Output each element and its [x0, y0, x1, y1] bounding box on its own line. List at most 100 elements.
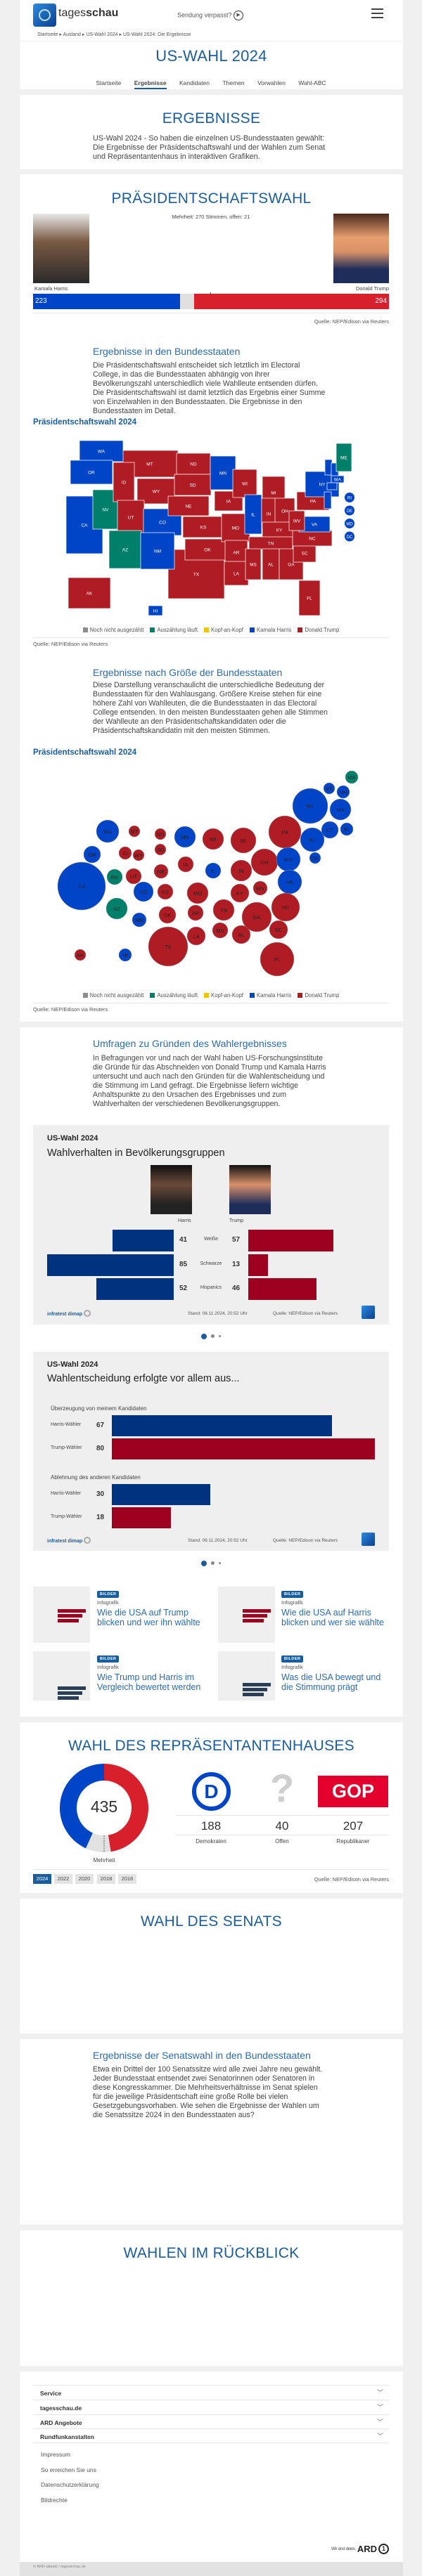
- tab-kandidaten[interactable]: Kandidaten: [179, 79, 210, 86]
- state-ms[interactable]: [245, 548, 262, 580]
- bubble-fl[interactable]: [260, 942, 295, 977]
- footer-section-ard-angebote[interactable]: ARD Angebote ﹀: [33, 2414, 389, 2429]
- state-ok[interactable]: [184, 538, 231, 561]
- tile-headline[interactable]: Wie die USA auf Harris blicken und wer s…: [281, 1608, 384, 1627]
- state-ks[interactable]: [182, 516, 224, 538]
- state-fl[interactable]: [298, 580, 321, 616]
- state-ct[interactable]: [326, 482, 338, 490]
- bubble-ar[interactable]: [187, 904, 204, 921]
- bubble-wv[interactable]: [252, 880, 268, 896]
- bubble-ak[interactable]: [74, 949, 87, 961]
- breadcrumb-item[interactable]: US-Wahl 2024: [86, 32, 118, 37]
- state-mn[interactable]: [210, 455, 236, 490]
- state-or[interactable]: [70, 460, 113, 485]
- carousel-dot[interactable]: [211, 1334, 215, 1339]
- donut-open[interactable]: [85, 1833, 111, 1852]
- bubble-ct[interactable]: [321, 821, 339, 839]
- footer-section-rundfunkanstalten[interactable]: Rundfunkanstalten ﹀: [33, 2428, 389, 2443]
- footer-link-privacy[interactable]: Datenschutzerklärung: [41, 2481, 99, 2488]
- missed-show-link[interactable]: Sendung verpasst? ▶: [177, 11, 244, 20]
- state-de[interactable]: [345, 505, 354, 516]
- bubble-de[interactable]: [309, 852, 321, 864]
- bubble-ri[interactable]: [340, 822, 354, 836]
- carousel-dot[interactable]: [211, 1561, 215, 1566]
- state-ut[interactable]: [117, 500, 145, 535]
- tagesschau-logo-icon[interactable]: [33, 4, 56, 27]
- state-wv[interactable]: [288, 510, 305, 531]
- bubble-az[interactable]: [106, 897, 128, 920]
- breadcrumb-item[interactable]: Ausland: [63, 32, 81, 37]
- carousel-dot[interactable]: [219, 1335, 221, 1338]
- year-button-2016[interactable]: 2016: [118, 1874, 136, 1884]
- bubble-ok[interactable]: [158, 906, 177, 924]
- year-button-2020[interactable]: 2020: [75, 1874, 94, 1884]
- state-dc[interactable]: [345, 531, 354, 542]
- tab-startseite[interactable]: Startseite: [96, 79, 122, 86]
- tile-headline[interactable]: Wie Trump und Harris im Vergleich bewert…: [97, 1672, 201, 1692]
- state-ma[interactable]: [331, 475, 345, 483]
- bubble-mn[interactable]: [174, 826, 196, 848]
- year-button-2024[interactable]: 2024: [33, 1874, 51, 1884]
- bubble-co[interactable]: [133, 881, 154, 902]
- bubble-vt[interactable]: [323, 782, 335, 795]
- bubble-mi[interactable]: [230, 827, 257, 854]
- state-ri[interactable]: [345, 493, 354, 502]
- donut-democrats[interactable]: [59, 1764, 104, 1849]
- state-il[interactable]: [244, 494, 262, 535]
- bubble-in[interactable]: [230, 859, 252, 882]
- state-ne[interactable]: [167, 495, 210, 516]
- bubble-sd[interactable]: [154, 843, 167, 856]
- year-button-2018[interactable]: 2018: [97, 1874, 115, 1884]
- state-me[interactable]: [335, 443, 352, 472]
- bubble-nd[interactable]: [154, 828, 167, 840]
- bubble-or[interactable]: [83, 845, 101, 864]
- state-ar[interactable]: [224, 540, 248, 565]
- bubble-wy[interactable]: [132, 849, 145, 861]
- bubble-nv[interactable]: [106, 869, 123, 885]
- state-nm[interactable]: [140, 532, 175, 570]
- donut-republicans[interactable]: [104, 1764, 149, 1852]
- bubble-ms[interactable]: [212, 922, 229, 939]
- carousel-dot-active[interactable]: [201, 1560, 207, 1566]
- bubble-map[interactable]: ME VT NH NY MA PA CT RI NJ WA MT ND MN WI MI DE OR ID WY SD…: [0, 766, 422, 984]
- state-wa[interactable]: [79, 440, 124, 462]
- bubble-ky[interactable]: [230, 883, 250, 903]
- menu-icon[interactable]: [371, 8, 383, 18]
- year-button-2022[interactable]: 2022: [54, 1874, 72, 1884]
- us-map[interactable]: CA TX MT WA OR NV ID WY UT AZ CO NM ND SD NE KS OK MN IA MO…: [0, 422, 422, 625]
- bubble-nc[interactable]: [271, 892, 300, 922]
- bubble-ma[interactable]: [329, 798, 352, 821]
- bubble-ny[interactable]: [292, 788, 328, 824]
- bubble-wa[interactable]: [96, 819, 120, 843]
- tab-themen[interactable]: Themen: [222, 79, 245, 86]
- bubble-al[interactable]: [231, 925, 251, 944]
- breadcrumb-item[interactable]: Startseite: [37, 32, 58, 37]
- footer-link-impressum[interactable]: Impressum: [41, 2451, 71, 2458]
- carousel-dot-active[interactable]: [201, 1333, 207, 1339]
- bubble-hi[interactable]: [118, 948, 132, 962]
- footer-section-service[interactable]: Service ﹀: [33, 2385, 389, 2400]
- tab-vorwahlen[interactable]: Vorwahlen: [257, 79, 286, 86]
- bubble-il[interactable]: [205, 862, 222, 879]
- bubble-wi[interactable]: [202, 828, 224, 850]
- bubble-mt[interactable]: [128, 825, 141, 838]
- bubble-nh[interactable]: [336, 785, 350, 799]
- bubble-ks[interactable]: [157, 883, 174, 900]
- bubble-ut[interactable]: [125, 868, 142, 885]
- bubble-nj[interactable]: [300, 827, 325, 852]
- state-hi[interactable]: [148, 605, 163, 616]
- bubble-nm[interactable]: [132, 912, 147, 928]
- bubble-mo[interactable]: [186, 882, 209, 904]
- state-al[interactable]: [262, 548, 280, 580]
- state-la[interactable]: [224, 561, 249, 586]
- state-id[interactable]: [113, 462, 135, 502]
- bubble-ga[interactable]: [241, 902, 272, 932]
- state-nd[interactable]: [176, 453, 211, 475]
- bubble-sc[interactable]: [269, 920, 288, 939]
- state-sd[interactable]: [174, 474, 212, 496]
- poll-chart-groups[interactable]: [33, 1125, 389, 1325]
- bubble-ia[interactable]: [177, 856, 194, 873]
- bubble-ne[interactable]: [153, 864, 169, 879]
- footer-link-contact[interactable]: So erreichen Sie uns: [41, 2466, 96, 2473]
- bubble-id[interactable]: [118, 846, 132, 860]
